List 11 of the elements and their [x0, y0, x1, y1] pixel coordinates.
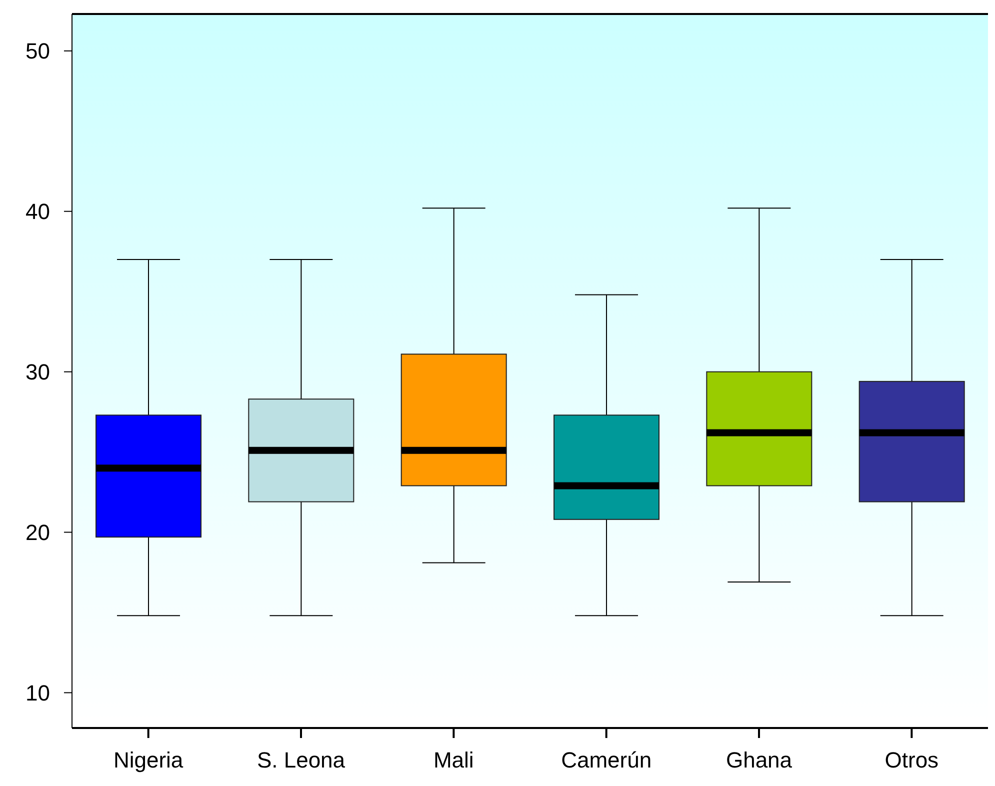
y-tick-label: 10	[26, 680, 50, 706]
x-tick-label: Otros	[884, 748, 939, 773]
x-tick-label: Mali	[433, 748, 474, 773]
x-tick-label: Ghana	[726, 748, 793, 773]
x-tick-label: Camerún	[561, 748, 652, 773]
x-tick-label: Nigeria	[113, 748, 184, 773]
y-tick-label: 30	[26, 360, 50, 385]
y-tick-label: 50	[26, 38, 50, 64]
y-tick-label: 40	[26, 199, 50, 224]
y-tick-label: 20	[26, 520, 50, 546]
x-tick-label: S. Leona	[256, 748, 346, 773]
